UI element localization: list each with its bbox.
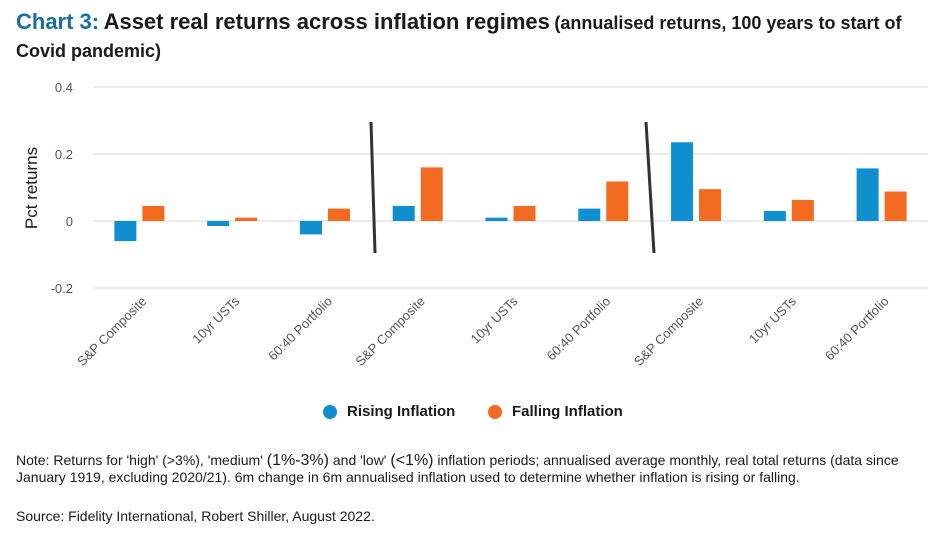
group-separator [644,121,656,254]
bar-rising [763,210,786,221]
bar-falling [606,181,629,221]
bar-falling [699,189,722,221]
bar-rising [578,208,601,221]
x-tick-label: S&P Composite [353,294,428,369]
y-tick-label: -0.2 [51,281,73,296]
bar-falling [420,167,443,221]
legend-label-rising: Rising Inflation [347,403,456,420]
x-tick-label: 60:40 Portfolio [544,294,614,364]
legend-label-falling: Falling Inflation [512,403,623,420]
bar-falling [235,217,258,221]
bar-rising [299,221,322,235]
group-separators [369,121,656,254]
bar-rising [671,142,694,221]
legend-item-falling: Falling Inflation [488,403,623,420]
legend-swatch-falling [488,404,502,419]
y-tick-labels: 0.4 0.2 0 -0.2 [51,80,73,296]
x-tick-label: S&P Composite [74,294,149,369]
bar-rising [207,221,230,227]
note-part: inflation periods; annualised average mo… [16,452,899,485]
bar-rising [856,168,879,221]
bar-rising [392,205,415,221]
x-tick-label: 10yr USTs [468,293,521,346]
bar-rising [485,217,508,221]
gridlines [93,86,928,289]
x-tick-label: S&P Composite [631,294,706,369]
legend-swatch-rising [323,404,337,419]
chart-legend: Rising Inflation Falling Inflation [0,403,940,425]
x-tick-labels: S&P Composite 10yr USTs 60:40 Portfolio S&P… [74,293,892,369]
y-axis-label: Pct returns [22,147,41,229]
group-separator [369,121,377,254]
x-tick-label: 10yr USTs [189,293,242,346]
bar-falling [327,208,350,221]
chart-title-main: Asset real returns across inflation regi… [103,9,550,34]
x-tick-label: 10yr USTs [746,293,799,346]
y-tick-label: 0.2 [55,147,73,162]
note-part: and 'low' [328,452,391,468]
chart-number: Chart 3: [16,9,100,34]
note-part: Note: Returns for 'high' (>3%), 'medium' [16,452,267,468]
bar-falling [513,205,536,221]
y-tick-label: 0 [66,214,73,229]
chart-subtitle: (annualised returns, 100 years to start … [16,13,902,61]
bars [114,142,907,242]
bar-falling [884,191,907,221]
bar-rising [114,221,137,242]
legend-item-rising: Rising Inflation [323,403,455,420]
x-tick-label: 60:40 Portfolio [822,294,892,364]
bar-falling [142,205,165,221]
chart-note: Note: Returns for 'high' (>3%), 'medium'… [16,452,921,486]
chart-source: Source: Fidelity International, Robert S… [16,508,375,524]
note-part: (<1%) [390,452,434,469]
bar-falling [791,199,814,221]
x-tick-label: 60:40 Portfolio [265,294,335,364]
note-part: (1%-3%) [266,452,329,469]
y-tick-label: 0.4 [55,80,73,95]
chart-title: Chart 3: Asset real returns across infla… [16,8,916,66]
bar-chart: 0.4 0.2 0 -0.2 S&P Composite 10yr USTs 60:40 … [22,80,928,369]
